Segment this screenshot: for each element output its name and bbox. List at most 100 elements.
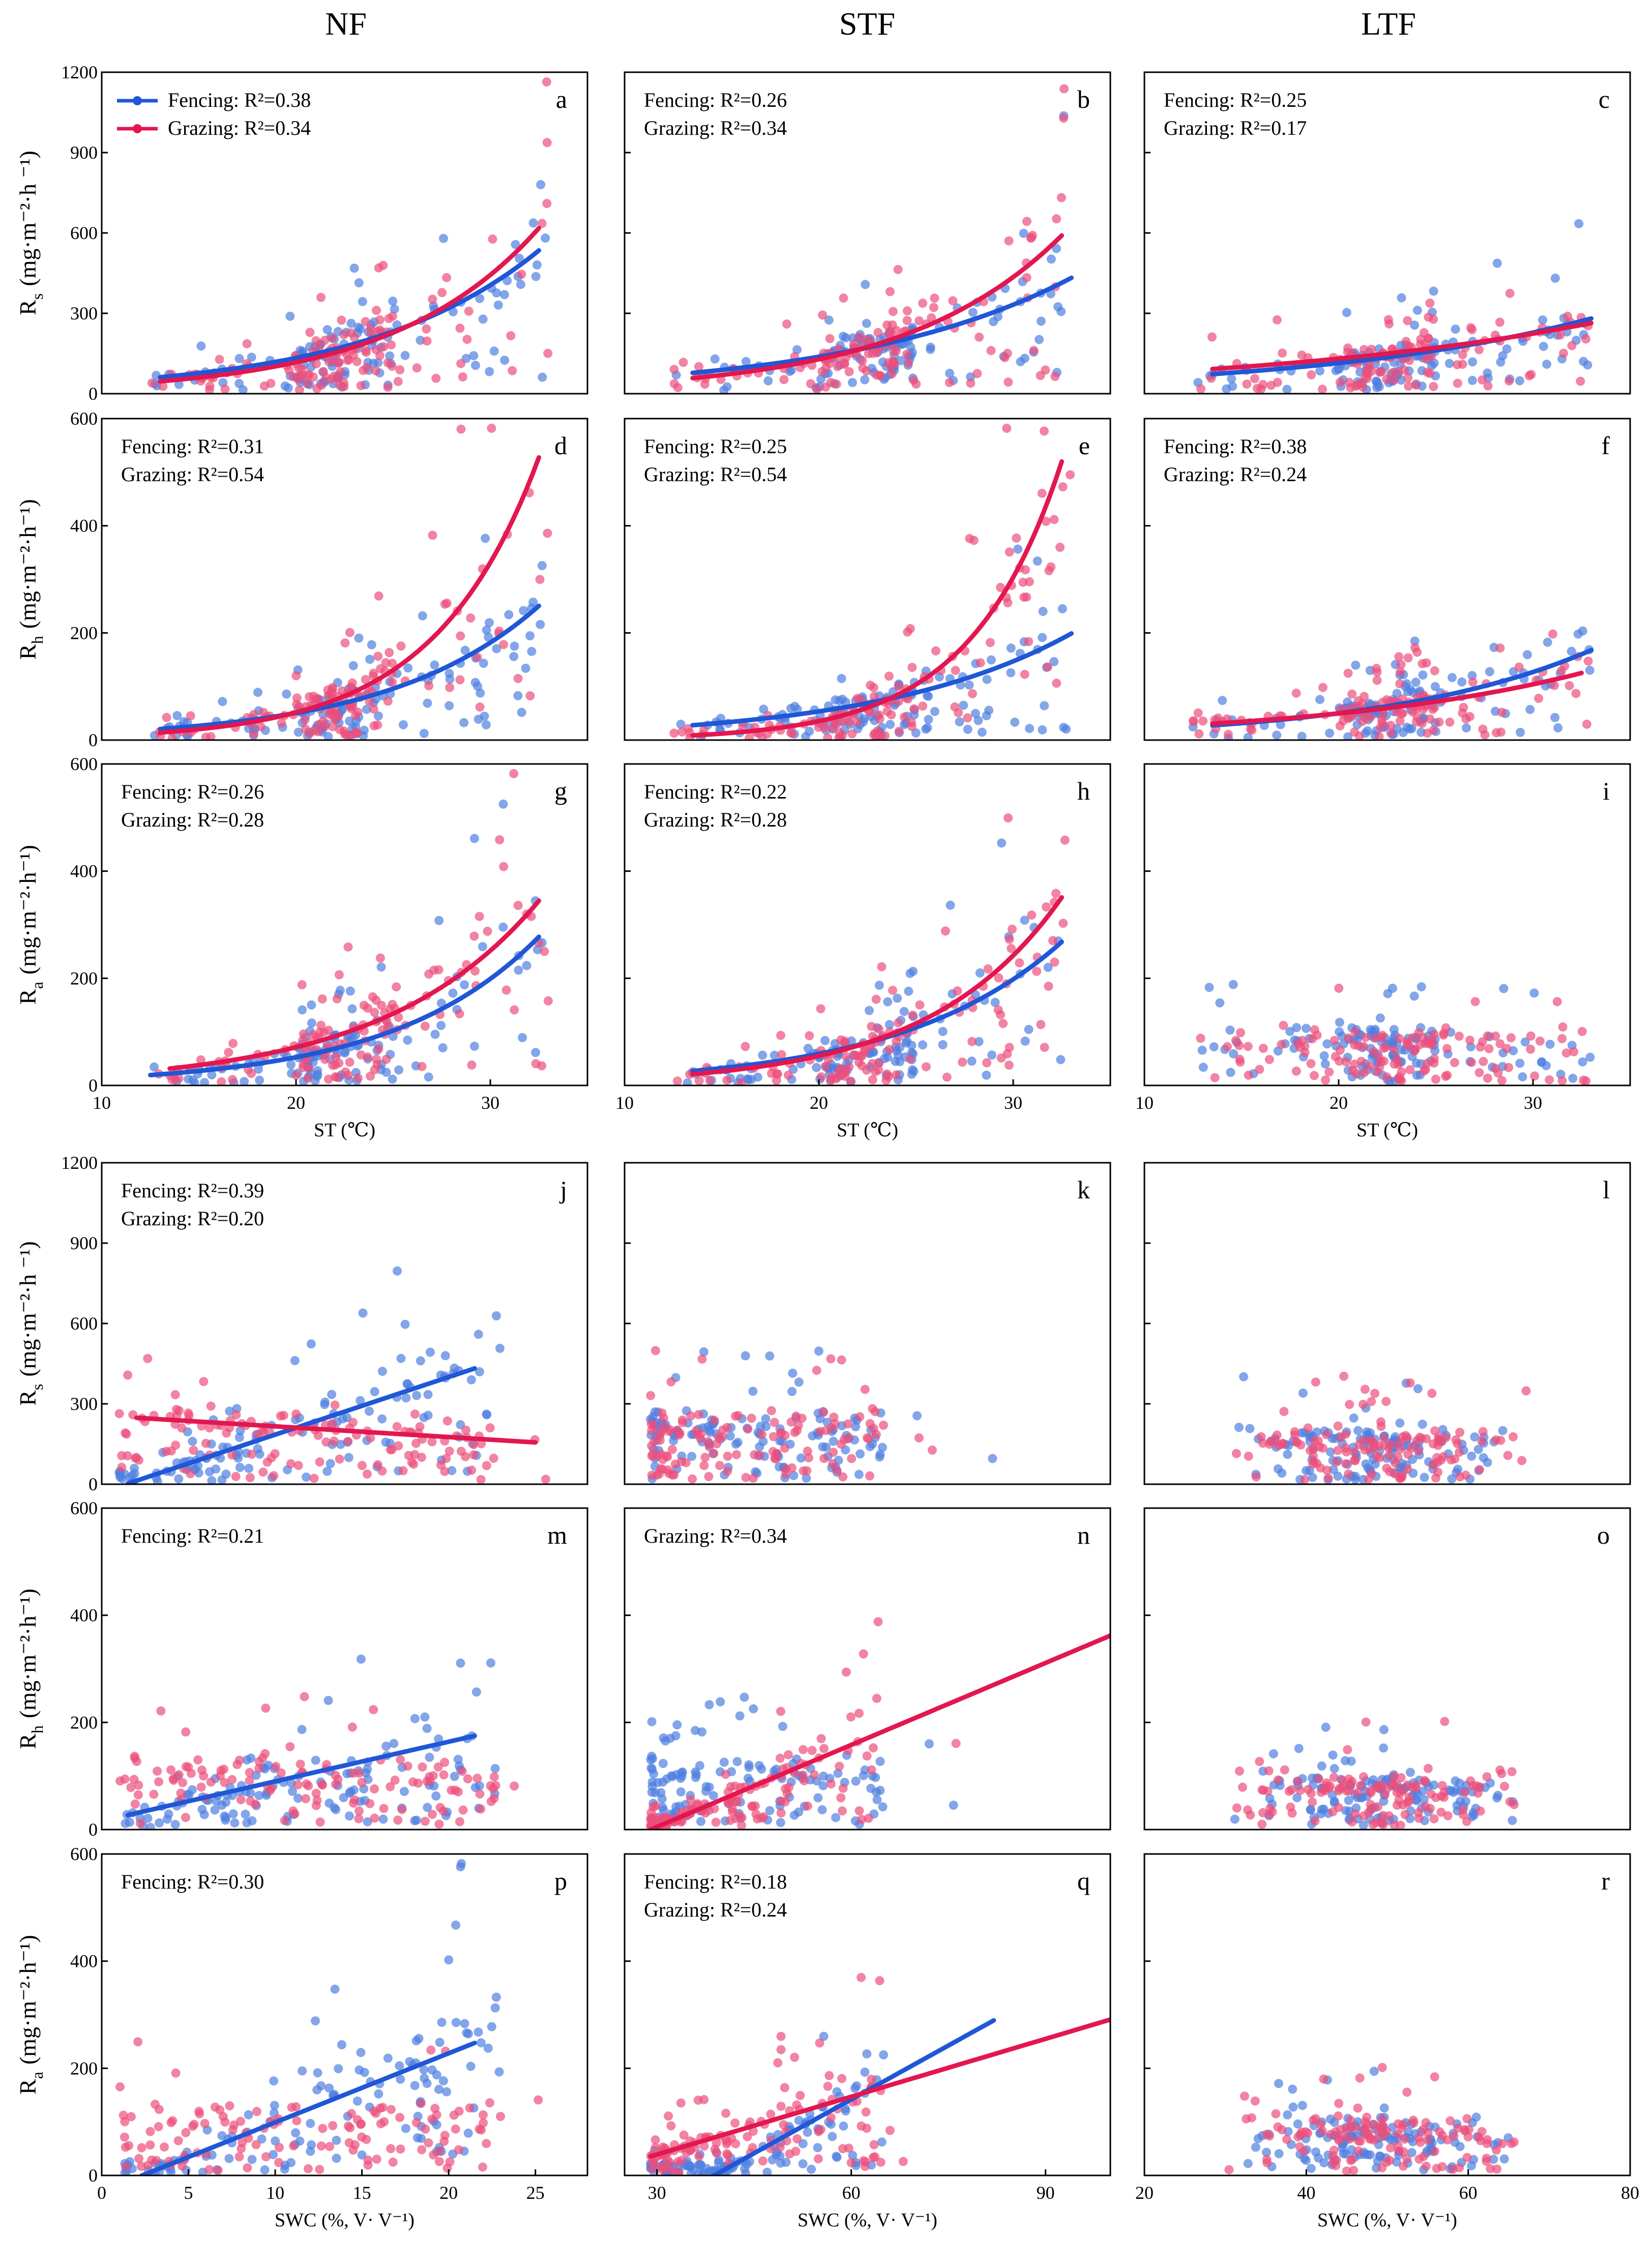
grazing-point [773,2058,783,2068]
grazing-point [930,293,939,303]
fencing-point [938,1026,948,1036]
grazing-point [1349,1456,1359,1465]
grazing-point [656,1427,666,1437]
grazing-point [463,1774,473,1784]
grazing-point [373,720,382,730]
fencing-point [347,1004,357,1014]
grazing-point [975,332,984,342]
grazing-point [479,2110,488,2119]
fencing-point [269,2076,279,2086]
stat-grazing: Grazing: R²=0.34 [644,1524,787,1547]
fencing-point [388,1032,398,1041]
grazing-point [1396,1820,1405,1830]
grazing-point [779,2120,788,2130]
fencing-point [470,361,480,370]
grazing-point [1042,902,1051,911]
grazing-point [1335,377,1345,387]
grazing-point [370,1008,379,1017]
grazing-point [951,666,960,675]
panel-letter: m [547,1521,567,1549]
fencing-point [498,922,508,932]
fencing-point [839,2121,848,2131]
grazing-point [386,2144,396,2154]
grazing-point [841,1052,851,1062]
grazing-point [542,77,551,86]
grazing-point [1280,1765,1289,1775]
fencing-point [923,723,932,732]
grazing-point [697,1355,707,1364]
grazing-point [475,1789,485,1799]
grazing-point [868,1404,877,1414]
fencing-point [482,1409,491,1419]
grazing-point [1040,1043,1049,1052]
grazing-point [1343,2124,1352,2133]
grazing-point [963,713,972,723]
grazing-point [834,733,844,740]
grazing-point [776,1706,785,1716]
grazing-point [133,1790,143,1800]
grazing-point [124,2141,134,2151]
grazing-point [499,640,508,650]
x-tick-label: 90 [1037,2183,1055,2203]
fencing-point [1407,2148,1417,2158]
grazing-point [1210,1073,1220,1082]
fencing-point [731,1439,741,1449]
fencing-point [482,625,491,635]
grazing-point [711,1817,721,1827]
fencing-point [796,1453,806,1463]
grazing-point [489,1454,498,1463]
x-tick-label: 10 [93,1093,111,1113]
grazing-point [535,575,545,584]
grazing-point [420,1021,430,1031]
fencing-point [306,1339,316,1349]
grazing-point [1382,1463,1392,1473]
grazing-point [929,303,938,312]
fencing-point [1315,695,1324,704]
grazing-point [819,1744,829,1753]
grazing-point [1583,656,1593,666]
grazing-point [457,1767,467,1776]
grazing-point [1326,2130,1336,2139]
fencing-point [451,1920,460,1930]
fencing-point [1292,1023,1302,1033]
fencing-point [1010,717,1020,727]
grazing-point [445,2157,455,2167]
grazing-point [1264,1055,1274,1064]
grazing-point [537,219,547,228]
grazing-point [375,325,385,335]
grazing-point [666,1377,676,1387]
fencing-point [1020,916,1029,925]
grazing-point [909,375,919,385]
grazing-point [1335,1784,1344,1793]
grazing-point [1421,1065,1430,1074]
fencing-point [469,1041,479,1051]
fencing-point [474,2027,483,2037]
grazing-point [312,384,322,393]
grazing-point [694,1410,703,1420]
grazing-point [854,1806,864,1816]
fencing-point [1043,962,1053,972]
fencing-point [907,1070,917,1079]
grazing-point [1419,328,1429,338]
grazing-point [136,2162,146,2171]
fencing-point [1366,1428,1375,1438]
grazing-point [311,1788,321,1798]
y-tick-label: 400 [70,1605,98,1626]
grazing-point [703,1437,713,1447]
stat-grazing: Grazing: R²=0.28 [121,808,264,831]
panel-letter: g [554,777,567,805]
fencing-point [244,2110,253,2119]
grazing-point [204,1423,214,1433]
fencing-point [945,369,955,378]
grazing-point [238,2138,247,2147]
grazing-point [447,1785,456,1795]
grazing-point [1007,924,1017,934]
y-tick-label: 200 [70,968,98,988]
grazing-point [1379,1044,1389,1053]
grazing-point [458,1805,468,1815]
grazing-point [791,2146,801,2156]
panel-frame [624,763,1111,1086]
grazing-point [1497,708,1507,717]
grazing-point [372,306,381,315]
grazing-point [1345,2134,1354,2144]
